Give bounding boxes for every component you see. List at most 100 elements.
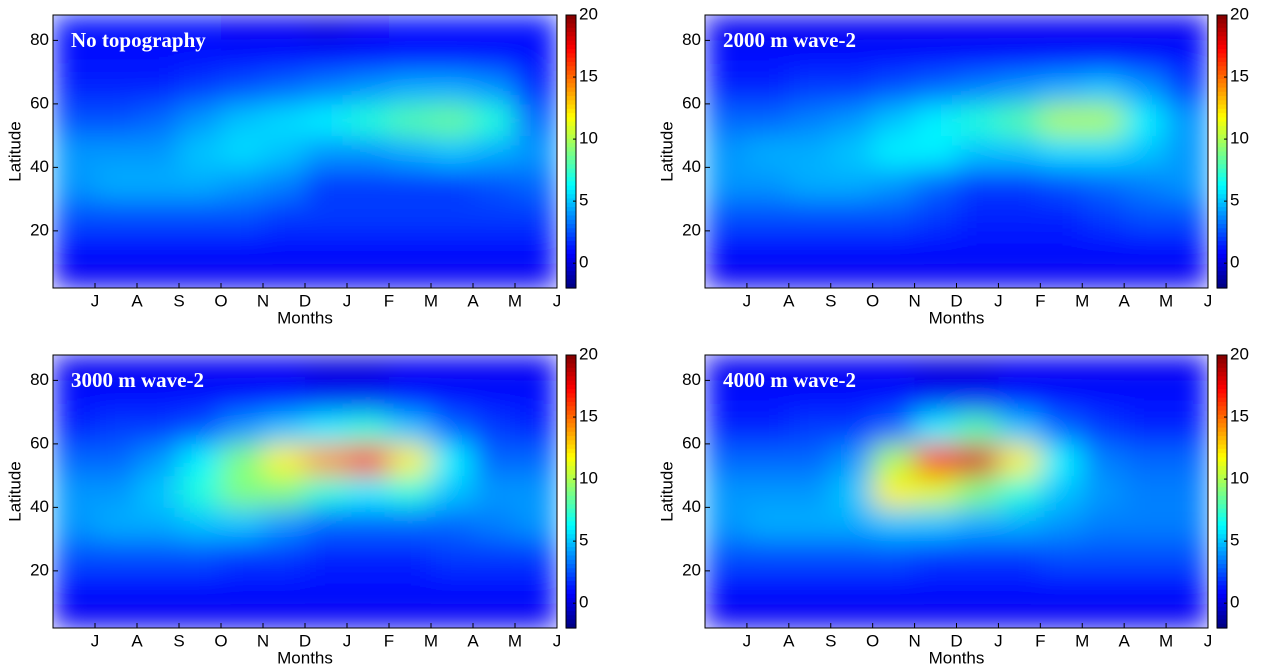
cell [956,355,999,381]
x-tick-label: M [424,631,438,650]
cell [389,602,432,628]
cell [221,135,264,168]
colorbar-segment [1217,380,1227,386]
cell [914,199,957,232]
cell [788,602,832,628]
colorbar-segment [1217,512,1227,518]
x-tick-label: O [214,631,227,650]
cell [914,507,957,540]
colorbar-segment [1217,500,1227,505]
cell [179,15,222,41]
colorbar-tick-label: 5 [579,191,588,210]
cell [830,443,874,477]
colorbar-segment [1217,168,1227,174]
colorbar-tick-label: 10 [1230,469,1249,488]
cell [1082,135,1125,168]
cell [305,103,348,137]
y-tick-label: 60 [30,93,49,112]
cell [137,570,180,604]
cell [1166,167,1208,200]
cell [473,15,516,41]
cell [746,412,790,445]
cell [914,355,957,381]
x-tick-label: M [1075,631,1089,650]
cell [179,262,222,288]
x-tick-label: D [299,631,311,650]
cell [473,355,516,381]
cell [53,135,96,168]
colorbar-segment [1217,36,1227,42]
cell [1040,602,1083,628]
colorbar-segment [566,367,576,373]
cell [473,443,516,477]
x-tick-label: S [825,291,836,310]
x-tick-label: F [1035,631,1045,650]
colorbar-tick-label: 0 [579,253,588,272]
colorbar-segment [566,177,576,182]
cell [515,40,557,73]
cell [179,570,222,604]
cell [746,40,790,73]
cell [305,602,348,628]
cell [347,539,390,572]
cell [95,262,138,288]
cell [137,412,180,445]
x-tick-label: F [384,631,394,650]
cell [1040,230,1083,264]
cell [746,135,790,168]
x-tick-label: D [299,291,311,310]
colorbar-segment [566,70,576,76]
cell [998,15,1041,41]
x-tick-label: N [908,631,920,650]
colorbar-segment [1217,104,1227,110]
colorbar-tick-label: 10 [579,129,598,148]
colorbar-segment [1217,427,1227,433]
cell [872,103,916,137]
colorbar-segment [566,138,576,144]
colorbar-segment [1217,602,1227,608]
colorbar-segment [566,559,576,565]
colorbar-segment [566,448,576,454]
cell [95,15,138,41]
cell [1166,135,1208,168]
cell [956,167,999,200]
cell [305,570,348,604]
cell [347,443,390,477]
cell [473,135,516,168]
y-tick-label: 60 [682,433,701,452]
cell [1124,15,1167,41]
colorbar-segment [1217,96,1227,101]
cell [914,15,957,41]
y-tick-label: 80 [30,30,49,49]
cell [914,570,957,604]
cell [179,167,222,200]
colorbar-segment [1217,249,1227,255]
cell [305,475,348,508]
cell [347,135,390,168]
colorbar-segment [1217,576,1227,582]
cell [788,443,832,477]
cell [1166,412,1208,445]
cell [137,380,180,413]
x-tick-label: S [173,291,184,310]
cell [179,539,222,572]
colorbar-segment [566,78,576,84]
cell [389,72,432,105]
cell [788,72,832,105]
cell [221,380,264,413]
y-tick-label: 20 [682,220,701,239]
colorbar-segment [1217,529,1227,535]
colorbar-segment [566,401,576,407]
colorbar-segment [1217,393,1227,399]
colorbar-segment [566,117,576,123]
cell [830,380,874,413]
x-tick-label: F [384,291,394,310]
cell [389,135,432,168]
cell [998,262,1041,288]
cell [998,570,1041,604]
cell [1040,199,1083,232]
colorbar-segment [1217,619,1227,625]
cell [830,355,874,381]
cell [473,412,516,445]
cell [53,167,96,200]
